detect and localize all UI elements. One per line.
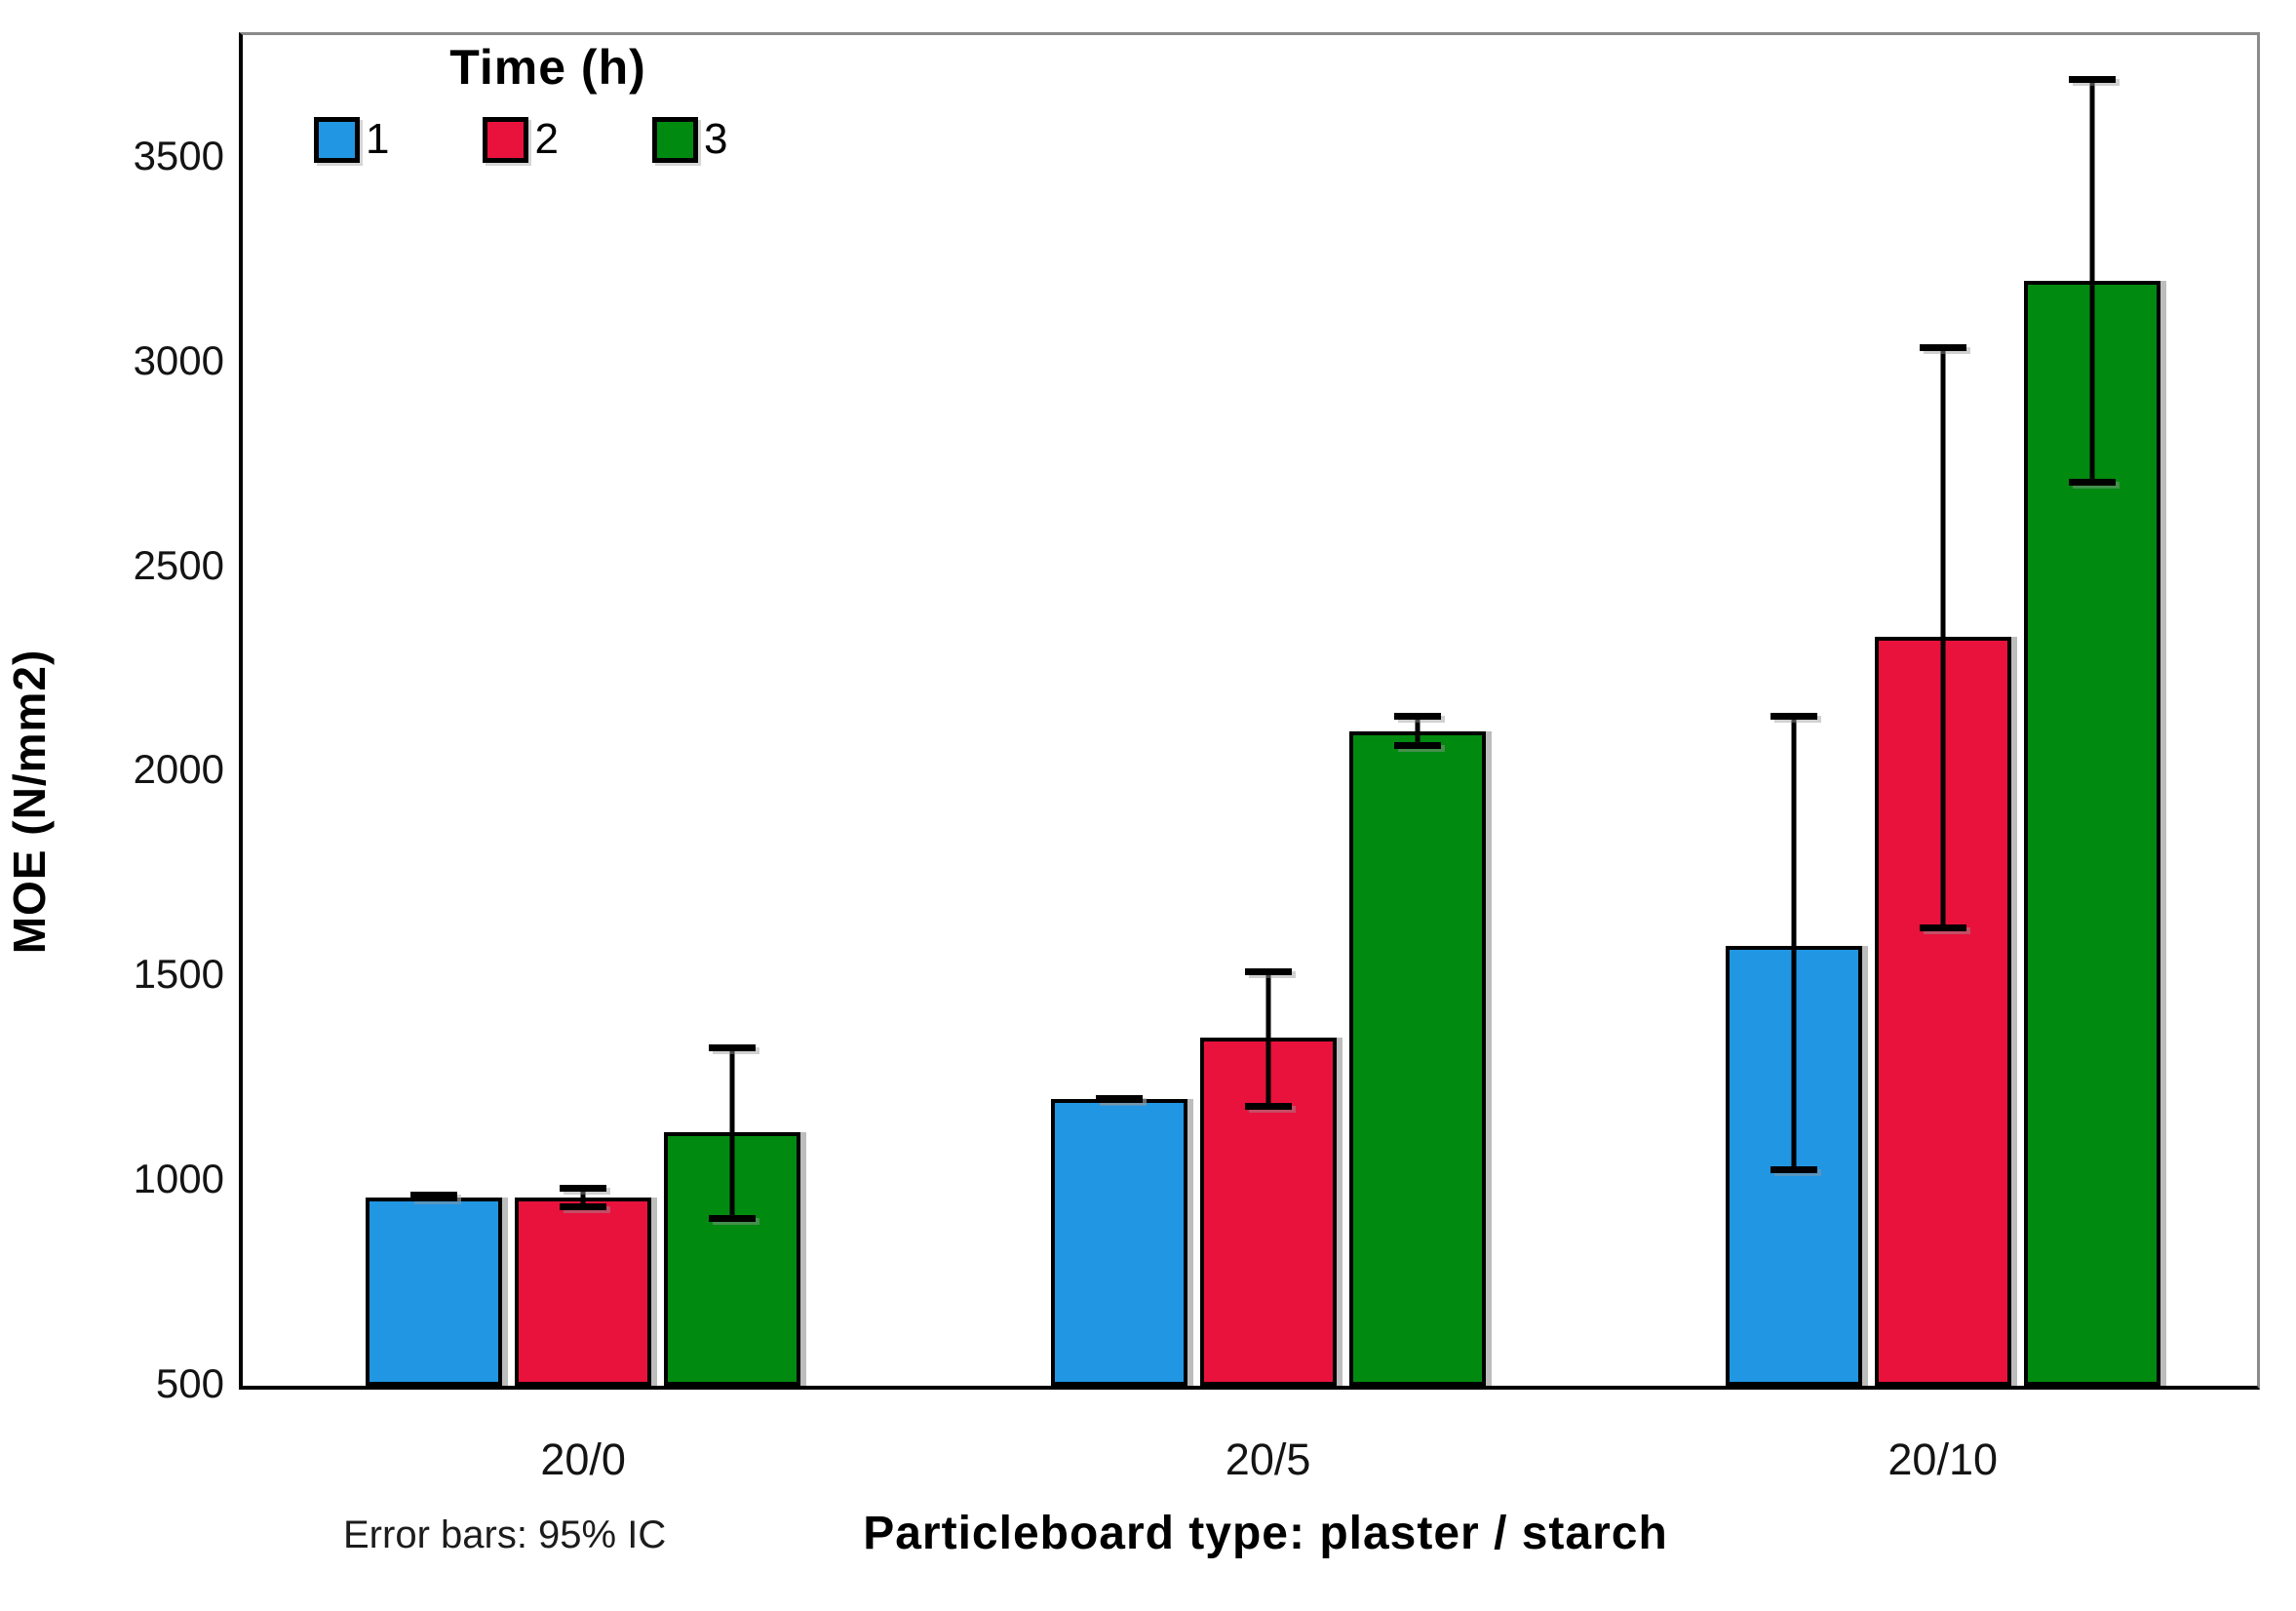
- error-bar-cap-upper: [1393, 712, 1441, 720]
- legend-item-time-1: 1: [314, 115, 389, 164]
- error-bar-cap-lower: [1244, 1102, 1292, 1110]
- error-bar-line: [2089, 75, 2095, 486]
- y-tick-label-3500: 3500: [133, 132, 224, 178]
- error-bar-line: [1940, 343, 1946, 932]
- error-bar-cap-lower: [709, 1215, 757, 1223]
- legend-item-time-2: 2: [483, 115, 559, 164]
- y-tick-label-1000: 1000: [133, 1156, 224, 1202]
- error-bar-20-0-time1: [410, 1191, 458, 1202]
- legend-swatch-time-1: [314, 116, 360, 163]
- y-axis-title: MOE (N/mm2): [4, 648, 55, 955]
- error-bar-20-10-time2: [1919, 343, 1966, 932]
- legend: Time (h) 1 2 3: [314, 39, 782, 164]
- y-tick-label-3000: 3000: [133, 336, 224, 383]
- error-bar-cap-lower: [1393, 742, 1441, 750]
- y-tick-label-500: 500: [155, 1360, 224, 1407]
- error-bar-cap-lower: [2068, 478, 2116, 486]
- error-bar-cap-lower: [410, 1195, 458, 1202]
- legend-item-label: 2: [534, 115, 559, 163]
- error-bars-footnote: Error bars: 95% IC: [343, 1513, 667, 1556]
- error-bar-cap-upper: [1919, 343, 1966, 351]
- error-bar-20-0-time3: [709, 1043, 757, 1223]
- error-bar-20-10-time3: [2068, 75, 2116, 486]
- legend-swatch-time-2: [483, 116, 529, 163]
- error-bar-20-5-time3: [1393, 712, 1441, 750]
- legend-item-time-3: 3: [651, 115, 728, 164]
- error-bar-line: [1791, 712, 1797, 1173]
- error-bar-line: [1265, 967, 1271, 1110]
- error-bar-cap-upper: [1244, 967, 1292, 975]
- y-tick-label-2000: 2000: [133, 746, 224, 793]
- bar-20-0-time2: [515, 1197, 652, 1386]
- error-bar-cap-lower: [1095, 1096, 1143, 1104]
- plot-area: [239, 32, 2260, 1390]
- error-bar-20-5-time2: [1244, 967, 1292, 1110]
- error-bar-cap-upper: [709, 1043, 757, 1051]
- error-bar-line: [580, 1185, 586, 1210]
- error-bar-20-0-time2: [560, 1185, 607, 1210]
- error-bar-20-10-time1: [1770, 712, 1817, 1173]
- error-bar-cap-lower: [1770, 1165, 1817, 1173]
- bar-20-5-time3: [1348, 730, 1486, 1386]
- legend-item-label: 1: [366, 115, 390, 163]
- x-category-label-20/5: 20/5: [1225, 1434, 1311, 1484]
- y-tick-label-1500: 1500: [133, 951, 224, 998]
- legend-swatch-time-3: [651, 116, 698, 163]
- bar-20-5-time1: [1050, 1099, 1187, 1386]
- error-bar-line: [729, 1043, 735, 1223]
- error-bar-cap-lower: [1919, 924, 1966, 932]
- x-category-label-20/10: 20/10: [1887, 1434, 1999, 1484]
- legend-row: 1 2 3: [314, 115, 782, 164]
- error-bar-20-5-time1: [1095, 1095, 1143, 1104]
- legend-title: Time (h): [449, 40, 646, 95]
- x-category-label-20/0: 20/0: [540, 1434, 626, 1484]
- error-bar-cap-upper: [560, 1185, 607, 1193]
- error-bar-line: [1415, 712, 1420, 750]
- legend-item-label: 3: [703, 115, 728, 163]
- error-bar-cap-lower: [560, 1202, 607, 1210]
- y-tick-label-2500: 2500: [133, 541, 224, 588]
- x-axis-title: Particleboard type: plaster / starch: [863, 1508, 1668, 1559]
- bar-20-0-time1: [366, 1197, 503, 1386]
- error-bar-cap-upper: [1770, 712, 1817, 720]
- error-bar-cap-upper: [2068, 75, 2116, 83]
